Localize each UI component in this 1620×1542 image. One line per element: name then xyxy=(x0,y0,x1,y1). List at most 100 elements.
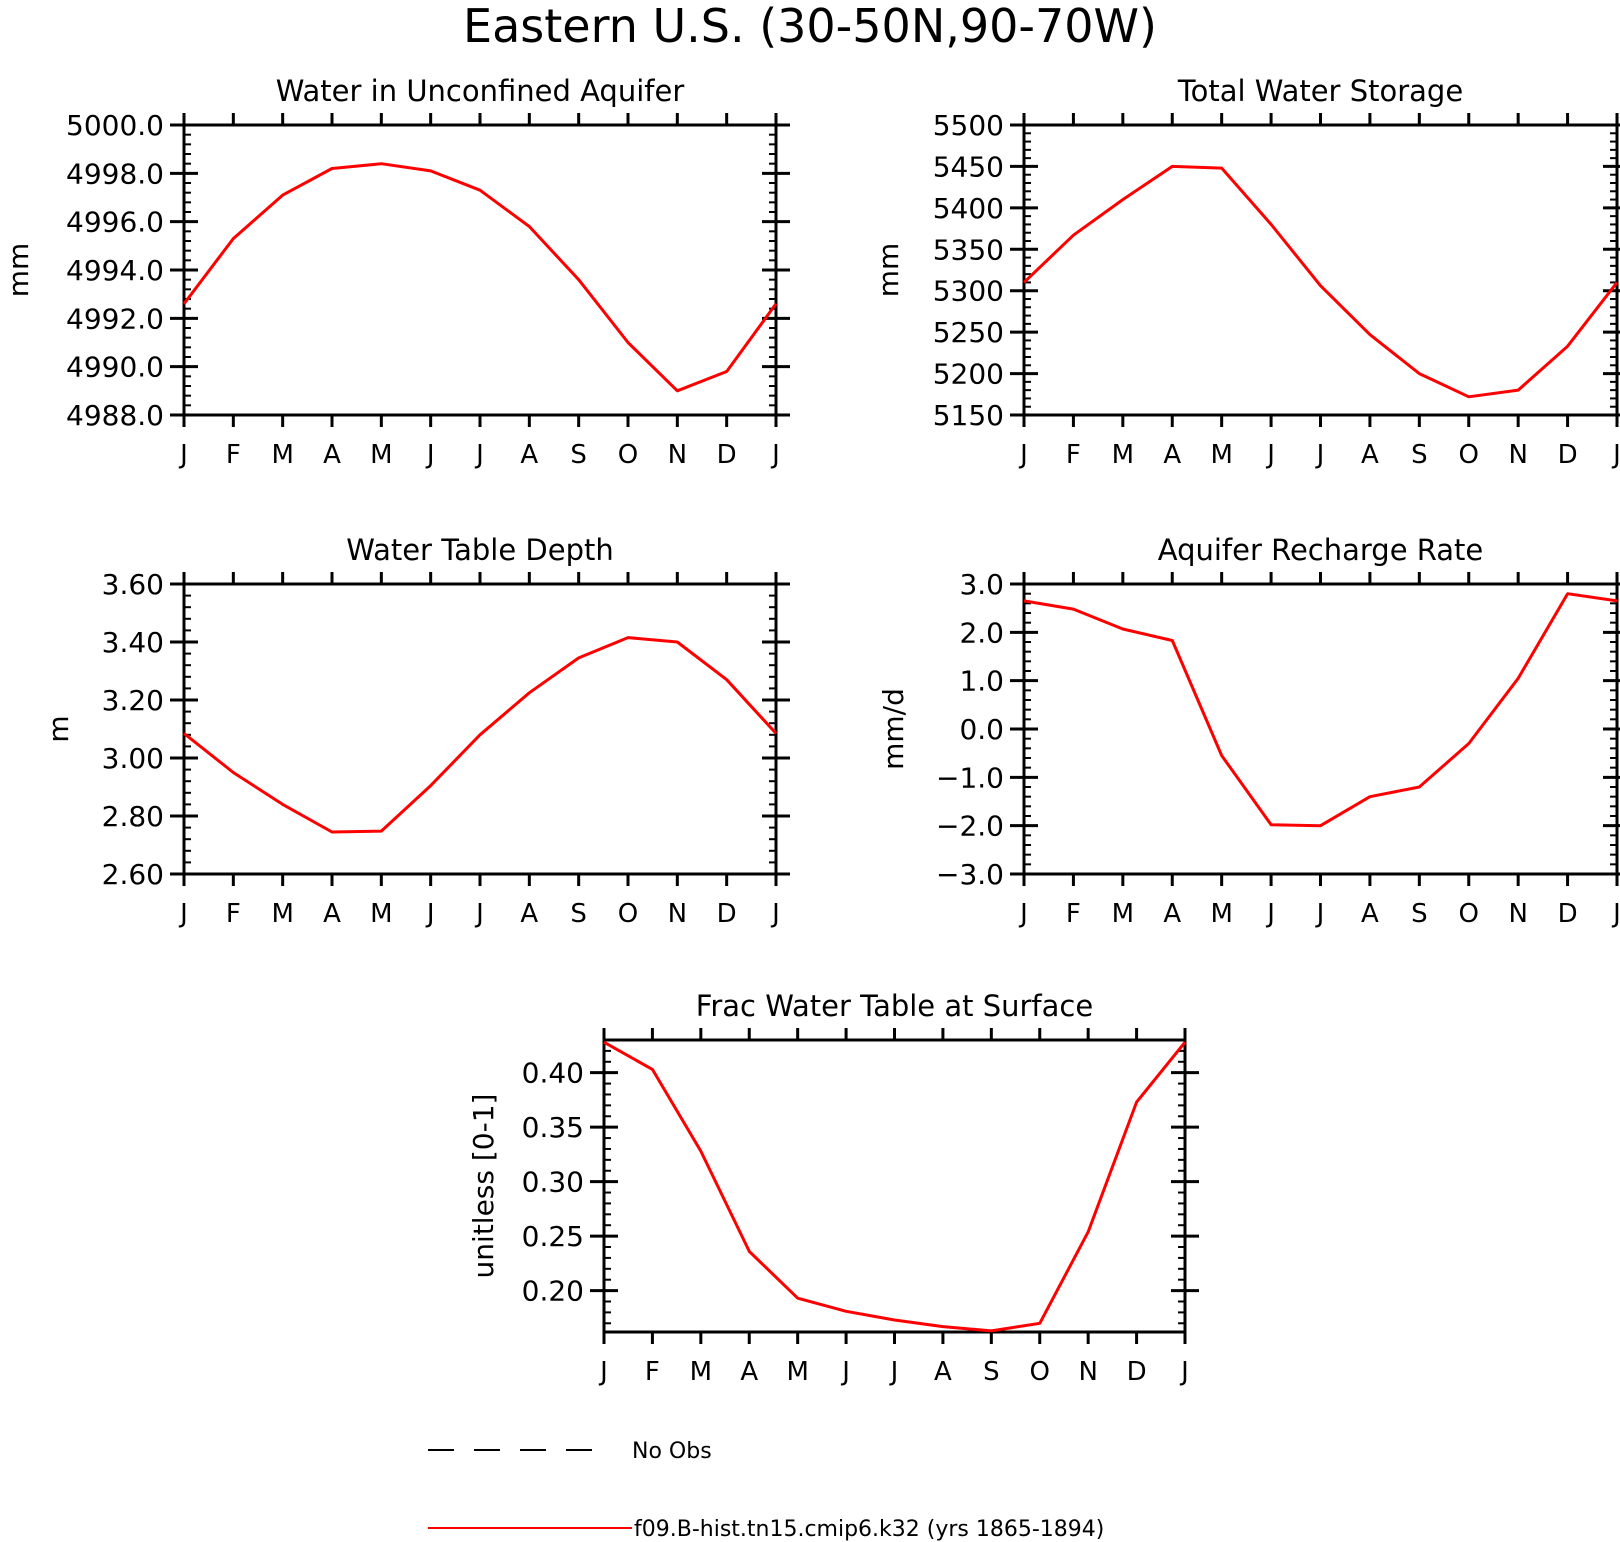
water-in-unconfined-aquifer-x-tick-label: F xyxy=(226,440,241,470)
total-water-storage-y-tick-label: 5150 xyxy=(933,399,1004,432)
aquifer-recharge-rate-x-tick-label: A xyxy=(1361,899,1379,929)
total-water-storage-x-tick-label: F xyxy=(1066,440,1081,470)
water-table-depth-y-tick-label: 3.60 xyxy=(102,568,164,601)
frac-water-table-at-surface-series-line xyxy=(603,1040,1187,1333)
water-in-unconfined-aquifer-x-tick-label: N xyxy=(668,440,687,470)
legend: No Obs f09.B-hist.tn15.cmip6.k32 (yrs 18… xyxy=(428,1439,1104,1542)
total-water-storage-title: Total Water Storage xyxy=(1177,74,1463,108)
aquifer-recharge-rate-y-tick-label: 1.0 xyxy=(959,665,1004,698)
total-water-storage-x-tick-label: N xyxy=(1508,440,1527,470)
frac-water-table-at-surface-x-tick-label: O xyxy=(1030,1357,1050,1387)
frac-water-table-at-surface-y-tick-label: 0.40 xyxy=(522,1057,584,1090)
total-water-storage-y-tick-label: 5350 xyxy=(933,233,1004,266)
total-water-storage-x-tick-label: J xyxy=(1265,440,1275,470)
frac-water-table-at-surface-x-tick-label: M xyxy=(690,1357,712,1387)
water-table-depth-title: Water Table Depth xyxy=(346,533,614,567)
total-water-storage-x-tick-label: A xyxy=(1163,440,1181,470)
total-water-storage-plot-frame xyxy=(1022,123,1619,417)
frac-water-table-at-surface-x-tick-label: J xyxy=(1179,1357,1189,1387)
frac-water-table-at-surface-x-tick-label: N xyxy=(1078,1357,1097,1387)
aquifer-recharge-rate-title: Aquifer Recharge Rate xyxy=(1158,533,1484,567)
aquifer-recharge-rate-x-tick-label: S xyxy=(1411,899,1428,929)
water-in-unconfined-aquifer-series-line xyxy=(182,162,778,393)
frac-water-table-at-surface-x-tick-label: J xyxy=(889,1357,899,1387)
aquifer-recharge-rate-x-tick-label: N xyxy=(1508,899,1527,929)
frac-water-table-at-surface-plot-frame xyxy=(602,1038,1187,1334)
water-in-unconfined-aquifer-x-tick-label: D xyxy=(717,440,737,470)
total-water-storage-y-tick-label: 5200 xyxy=(933,358,1004,391)
water-table-depth-x-tick-label: M xyxy=(271,899,293,929)
water-table-depth-x-tick-label: F xyxy=(226,899,241,929)
water-table-depth-x-tick-label: O xyxy=(618,899,638,929)
water-in-unconfined-aquifer-y-tick-label: 4994.0 xyxy=(66,254,164,287)
water-in-unconfined-aquifer-y-tick-label: 4996.0 xyxy=(66,206,164,239)
aquifer-recharge-rate-x-tick-label: D xyxy=(1558,899,1578,929)
aquifer-recharge-rate-series-line xyxy=(1023,592,1618,828)
total-water-storage-y-tick-label: 5450 xyxy=(933,150,1004,183)
total-water-storage-x-tick-label: A xyxy=(1361,440,1379,470)
water-in-unconfined-aquifer-y-tick-label: 4992.0 xyxy=(66,302,164,335)
water-in-unconfined-aquifer-x-tick-label: J xyxy=(770,440,780,470)
frac-water-table-at-surface-y-tick-label: 0.35 xyxy=(522,1111,584,1144)
frac-water-table-at-surface-x-tick-label: S xyxy=(983,1357,1000,1387)
frac-water-table-at-surface-y-tick-label: 0.30 xyxy=(522,1166,584,1199)
total-water-storage-y-axis-label: mm xyxy=(872,243,905,298)
aquifer-recharge-rate-x-tick-label: O xyxy=(1459,899,1479,929)
water-table-depth-y-tick-label: 2.80 xyxy=(102,800,164,833)
water-table-depth-y-axis-label: m xyxy=(42,715,75,742)
total-water-storage-y-tick-label: 5400 xyxy=(933,192,1004,225)
water-table-depth-x-tick-label: A xyxy=(323,899,341,929)
water-in-unconfined-aquifer-x-tick-label: J xyxy=(178,440,188,470)
water-table-depth-x-tick-label: M xyxy=(370,899,392,929)
aquifer-recharge-rate-y-tick-label: −1.0 xyxy=(936,761,1004,794)
aquifer-recharge-rate-x-tick-label: M xyxy=(1210,899,1232,929)
water-in-unconfined-aquifer-x-tick-label: A xyxy=(323,440,341,470)
water-in-unconfined-aquifer-y-tick-label: 5000.0 xyxy=(66,109,164,142)
legend-obs-label: No Obs xyxy=(632,1439,712,1464)
water-in-unconfined-aquifer-x-tick-label: J xyxy=(425,440,435,470)
aquifer-recharge-rate-x-tick-label: J xyxy=(1265,899,1275,929)
frac-water-table-at-surface-y-tick-label: 0.25 xyxy=(522,1220,584,1253)
water-table-depth-x-tick-label: S xyxy=(570,899,587,929)
water-table-depth-x-tick-label: A xyxy=(520,899,538,929)
total-water-storage-x-tick-label: J xyxy=(1611,440,1620,470)
water-table-depth-x-tick-label: J xyxy=(425,899,435,929)
aquifer-recharge-rate-y-tick-label: −3.0 xyxy=(936,858,1004,891)
water-table-depth-y-tick-label: 3.40 xyxy=(102,626,164,659)
water-table-depth-x-tick-label: J xyxy=(770,899,780,929)
frac-water-table-at-surface-x-tick-label: D xyxy=(1127,1357,1147,1387)
aquifer-recharge-rate-x-tick-label: J xyxy=(1018,899,1028,929)
total-water-storage-series-line xyxy=(1022,164,1619,399)
total-water-storage-x-tick-label: D xyxy=(1558,440,1578,470)
water-in-unconfined-aquifer-x-tick-label: A xyxy=(520,440,538,470)
aquifer-recharge-rate-y-tick-label: 2.0 xyxy=(959,616,1004,649)
water-table-depth-x-tick-label: J xyxy=(178,899,188,929)
water-in-unconfined-aquifer-title: Water in Unconfined Aquifer xyxy=(276,74,685,108)
frac-water-table-at-surface-y-tick-label: 0.20 xyxy=(522,1275,584,1308)
total-water-storage-y-tick-label: 5500 xyxy=(933,109,1004,142)
frac-water-table-at-surface-x-tick-label: A xyxy=(934,1357,952,1387)
water-table-depth-y-tick-label: 2.60 xyxy=(102,858,164,891)
frac-water-table-at-surface-title: Frac Water Table at Surface xyxy=(696,989,1093,1023)
water-in-unconfined-aquifer-x-tick-label: J xyxy=(474,440,484,470)
water-in-unconfined-aquifer-plot-frame xyxy=(182,123,778,417)
water-table-depth-plot-frame xyxy=(182,582,778,876)
aquifer-recharge-rate-x-tick-label: M xyxy=(1112,899,1134,929)
figure-title: Eastern U.S. (30-50N,90-70W) xyxy=(463,0,1157,53)
water-table-depth-x-tick-label: N xyxy=(668,899,687,929)
legend-model-label: f09.B-hist.tn15.cmip6.k32 (yrs 1865-1894… xyxy=(634,1517,1104,1542)
water-table-depth-y-tick-label: 3.00 xyxy=(102,742,164,775)
frac-water-table-at-surface-x-tick-label: M xyxy=(786,1357,808,1387)
water-table-depth-x-tick-label: J xyxy=(474,899,484,929)
frac-water-table-at-surface-x-tick-label: J xyxy=(840,1357,850,1387)
total-water-storage-y-tick-label: 5250 xyxy=(933,316,1004,349)
aquifer-recharge-rate-plot-frame xyxy=(1022,582,1619,876)
aquifer-recharge-rate-y-tick-label: 0.0 xyxy=(959,713,1004,746)
frac-water-table-at-surface-x-tick-label: A xyxy=(740,1357,758,1387)
aquifer-recharge-rate-y-axis-label: mm/d xyxy=(877,688,910,770)
total-water-storage-x-tick-label: J xyxy=(1018,440,1028,470)
